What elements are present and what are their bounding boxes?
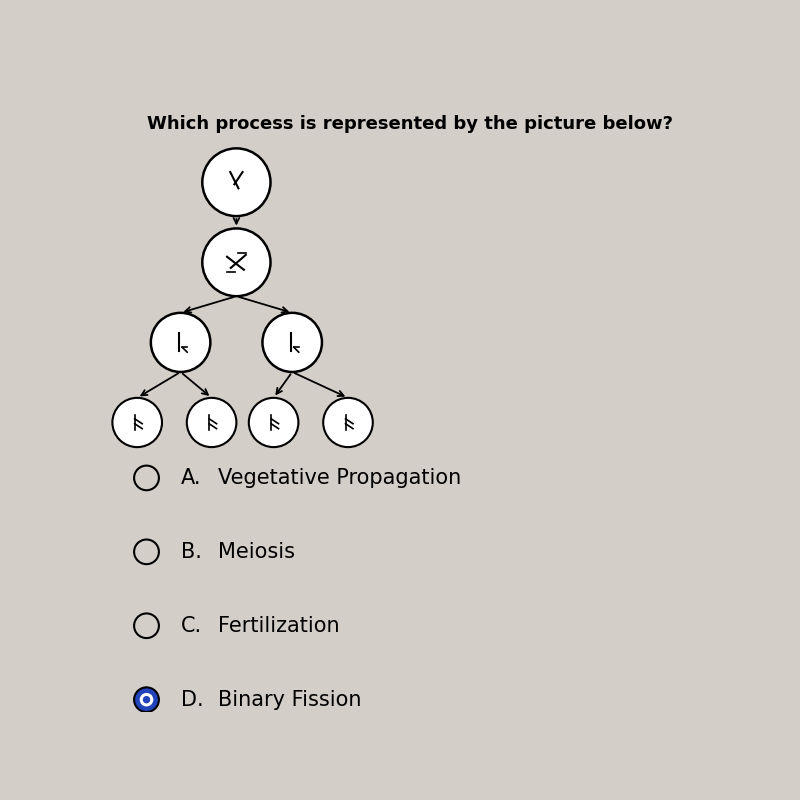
Circle shape <box>112 398 162 447</box>
Circle shape <box>142 696 150 703</box>
Text: Vegetative Propagation: Vegetative Propagation <box>218 468 461 488</box>
Circle shape <box>202 148 270 216</box>
Circle shape <box>262 313 322 372</box>
Text: C.: C. <box>181 616 202 636</box>
Text: Which process is represented by the picture below?: Which process is represented by the pict… <box>147 114 673 133</box>
Text: Binary Fission: Binary Fission <box>218 690 362 710</box>
Circle shape <box>323 398 373 447</box>
Text: Meiosis: Meiosis <box>218 542 294 562</box>
Circle shape <box>134 466 159 490</box>
Circle shape <box>140 693 154 706</box>
Circle shape <box>134 614 159 638</box>
Circle shape <box>151 313 210 372</box>
Circle shape <box>202 229 270 296</box>
Circle shape <box>249 398 298 447</box>
Circle shape <box>186 398 237 447</box>
Circle shape <box>134 539 159 564</box>
Circle shape <box>134 687 159 712</box>
Text: B.: B. <box>181 542 202 562</box>
Text: D.: D. <box>181 690 203 710</box>
Text: A.: A. <box>181 468 201 488</box>
Text: Fertilization: Fertilization <box>218 616 339 636</box>
